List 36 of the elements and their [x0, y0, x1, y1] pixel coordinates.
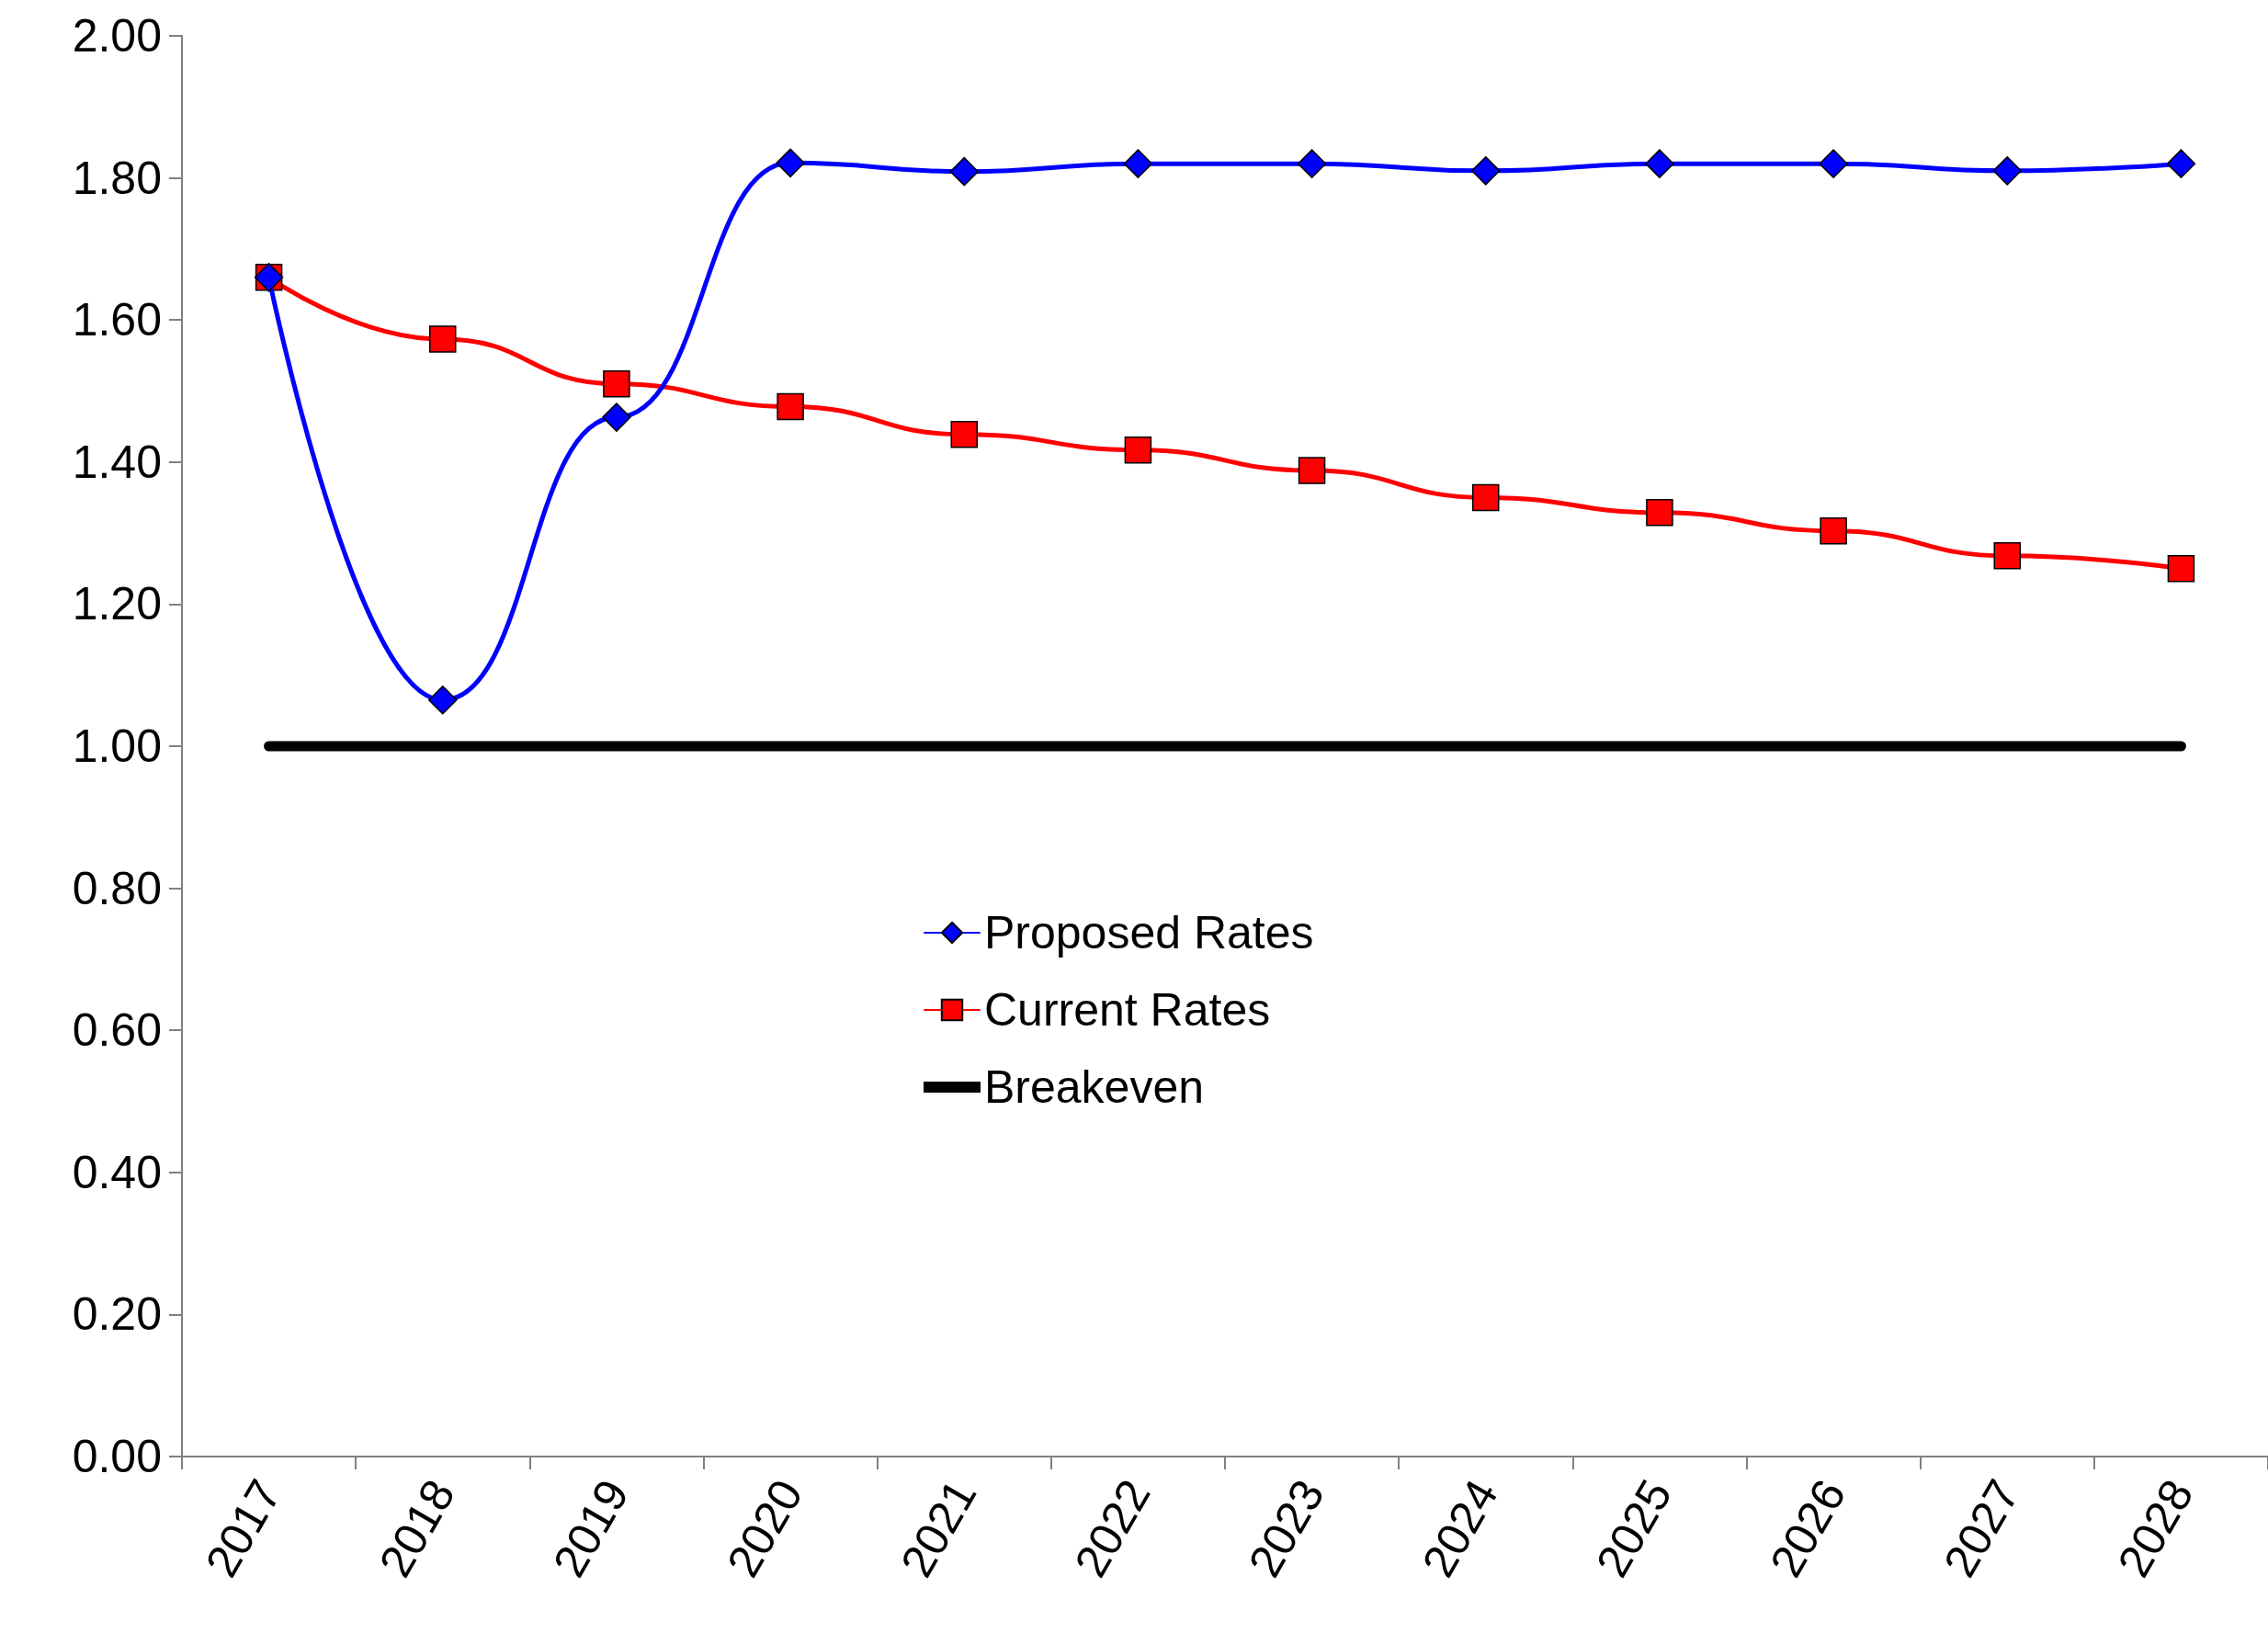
y-tick-label: 0.60: [72, 1004, 162, 1057]
point: [1646, 498, 1673, 527]
point: [1124, 436, 1152, 464]
y-tick-label: 1.40: [72, 436, 162, 488]
y-tick-label: 1.00: [72, 720, 162, 772]
y-tick-label: 2.00: [72, 10, 162, 62]
point: [1645, 149, 1674, 178]
point: [1298, 457, 1326, 484]
point: [777, 392, 804, 421]
point: [1471, 156, 1501, 186]
point: [949, 156, 979, 187]
y-tick-label: 1.80: [72, 152, 162, 204]
point: [429, 325, 457, 353]
point: [1123, 149, 1153, 178]
point: [2166, 149, 2196, 178]
legend-label: Proposed Rates: [984, 907, 1314, 958]
point: [602, 402, 631, 432]
y-tick-label: 0.20: [72, 1288, 162, 1341]
point: [428, 686, 458, 715]
point: [2167, 555, 2195, 583]
point: [1297, 149, 1327, 178]
y-tick-label: 0.80: [72, 862, 162, 914]
point: [1819, 149, 1848, 178]
point: [776, 148, 805, 178]
y-tick-label: 0.40: [72, 1146, 162, 1198]
point: [1992, 156, 2022, 186]
y-tick-label: 1.20: [72, 578, 162, 630]
legend-label: Current Rates: [984, 984, 1271, 1036]
y-tick-label: 0.00: [72, 1431, 162, 1482]
point: [1820, 517, 1847, 545]
y-tick-label: 1.60: [72, 294, 162, 346]
point: [1472, 483, 1500, 512]
legend-label: Breakeven: [984, 1061, 1205, 1113]
point: [950, 420, 978, 448]
point: [603, 370, 630, 398]
point: [1993, 542, 2021, 570]
